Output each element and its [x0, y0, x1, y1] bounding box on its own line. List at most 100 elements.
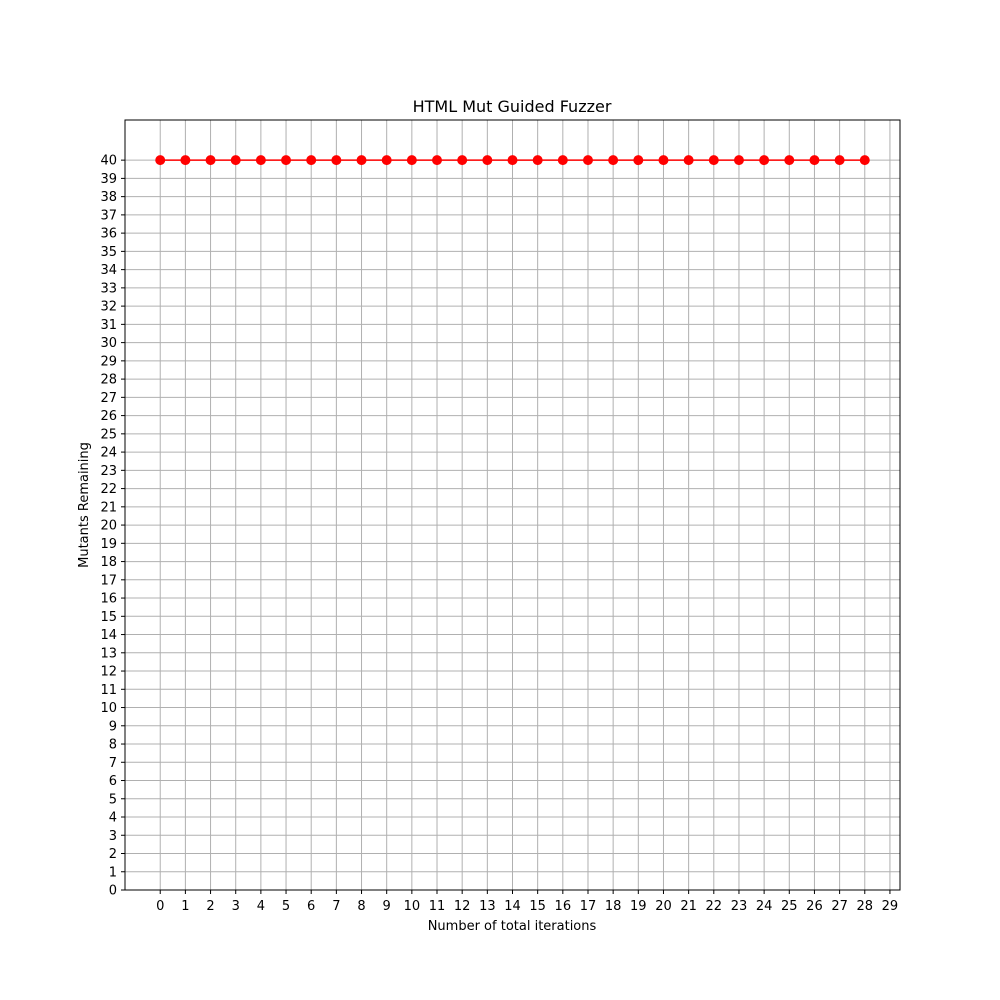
y-tick-label: 4 — [109, 811, 117, 826]
y-tick-label: 32 — [100, 300, 117, 315]
x-tick-label: 17 — [580, 899, 597, 914]
x-tick-label: 20 — [655, 899, 672, 914]
y-tick-label: 5 — [109, 792, 117, 807]
data-point — [255, 155, 266, 166]
data-point — [784, 155, 795, 166]
x-axis: 0 1 2 3 4 5 6 7 8 9 10 11 12 13 14 15 16 17 18 19 20 21 22 23 24… — [156, 890, 898, 914]
y-axis: 0123456789101112131415161718192021222324… — [100, 154, 125, 899]
y-tick-label: 3 — [109, 829, 117, 844]
data-point — [406, 155, 417, 166]
y-tick-label: 23 — [100, 464, 117, 479]
y-tick-label: 37 — [100, 208, 117, 223]
x-tick-label: 22 — [706, 899, 723, 914]
data-point — [608, 155, 619, 166]
y-tick-label: 29 — [100, 354, 117, 369]
data-point — [683, 155, 694, 166]
x-tick-label: 2 — [206, 899, 214, 914]
x-tick-label: 0 — [156, 899, 164, 914]
data-point — [507, 155, 518, 166]
y-tick-label: 25 — [100, 427, 117, 442]
data-point — [859, 155, 870, 166]
data-point — [532, 155, 543, 166]
x-tick-label: 16 — [555, 899, 572, 914]
x-tick-label: 3 — [232, 899, 240, 914]
data-point — [230, 155, 241, 166]
data-point — [306, 155, 317, 166]
x-tick-label: 14 — [504, 899, 521, 914]
x-tick-label: 12 — [454, 899, 471, 914]
y-tick-label: 35 — [100, 245, 117, 260]
x-tick-label: 1 — [181, 899, 189, 914]
x-tick-label: 5 — [282, 899, 290, 914]
y-tick-label: 9 — [109, 719, 117, 734]
y-tick-label: 0 — [109, 884, 117, 899]
data-point — [633, 155, 644, 166]
y-tick-label: 22 — [100, 482, 117, 497]
x-tick-label: 27 — [831, 899, 848, 914]
y-tick-label: 17 — [100, 573, 117, 588]
y-tick-label: 16 — [100, 592, 117, 607]
y-tick-label: 28 — [100, 373, 117, 388]
data-point — [281, 155, 292, 166]
data-point — [834, 155, 845, 166]
y-tick-label: 12 — [100, 665, 117, 680]
y-tick-label: 18 — [100, 555, 117, 570]
y-tick-label: 27 — [100, 391, 117, 406]
chart-title: HTML Mut Guided Fuzzer — [413, 97, 612, 116]
x-tick-label: 10 — [404, 899, 421, 914]
grid — [125, 120, 900, 891]
x-tick-label: 13 — [479, 899, 496, 914]
y-tick-label: 33 — [100, 281, 117, 296]
y-tick-label: 20 — [100, 519, 117, 534]
x-tick-label: 29 — [882, 899, 899, 914]
y-tick-label: 26 — [100, 409, 117, 424]
data-point — [356, 155, 367, 166]
y-tick-label: 10 — [100, 701, 117, 716]
x-tick-label: 25 — [781, 899, 798, 914]
data-point — [155, 155, 166, 166]
x-tick-label: 24 — [756, 899, 773, 914]
x-tick-label: 11 — [429, 899, 446, 914]
x-tick-label: 6 — [307, 899, 315, 914]
y-tick-label: 6 — [109, 774, 117, 789]
x-tick-label: 15 — [529, 899, 546, 914]
x-tick-label: 18 — [605, 899, 622, 914]
series-layer — [155, 155, 870, 166]
x-tick-label: 8 — [357, 899, 365, 914]
y-tick-label: 1 — [109, 865, 117, 880]
x-tick-label: 23 — [731, 899, 748, 914]
data-point — [658, 155, 669, 166]
y-axis-title: Mutants Remaining — [77, 442, 92, 568]
data-point — [205, 155, 216, 166]
data-point — [733, 155, 744, 166]
y-tick-label: 24 — [100, 446, 117, 461]
y-tick-label: 14 — [100, 628, 117, 643]
y-tick-label: 15 — [100, 610, 117, 625]
y-tick-label: 36 — [100, 227, 117, 242]
x-tick-label: 19 — [630, 899, 647, 914]
x-tick-label: 21 — [680, 899, 697, 914]
data-point — [557, 155, 568, 166]
data-point — [331, 155, 342, 166]
y-tick-label: 40 — [100, 154, 117, 169]
y-tick-label: 11 — [100, 683, 117, 698]
y-tick-label: 21 — [100, 500, 117, 515]
y-tick-label: 38 — [100, 190, 117, 205]
x-tick-label: 28 — [856, 899, 873, 914]
x-tick-label: 4 — [257, 899, 265, 914]
data-point — [582, 155, 593, 166]
y-tick-label: 30 — [100, 336, 117, 351]
y-tick-label: 13 — [100, 646, 117, 661]
data-point — [381, 155, 392, 166]
data-point — [482, 155, 493, 166]
data-point — [432, 155, 443, 166]
x-axis-title: Number of total iterations — [428, 919, 597, 934]
data-point — [708, 155, 719, 166]
data-point — [759, 155, 770, 166]
data-point — [809, 155, 820, 166]
x-tick-label: 26 — [806, 899, 823, 914]
y-tick-label: 34 — [100, 263, 117, 278]
y-tick-label: 8 — [109, 738, 117, 753]
